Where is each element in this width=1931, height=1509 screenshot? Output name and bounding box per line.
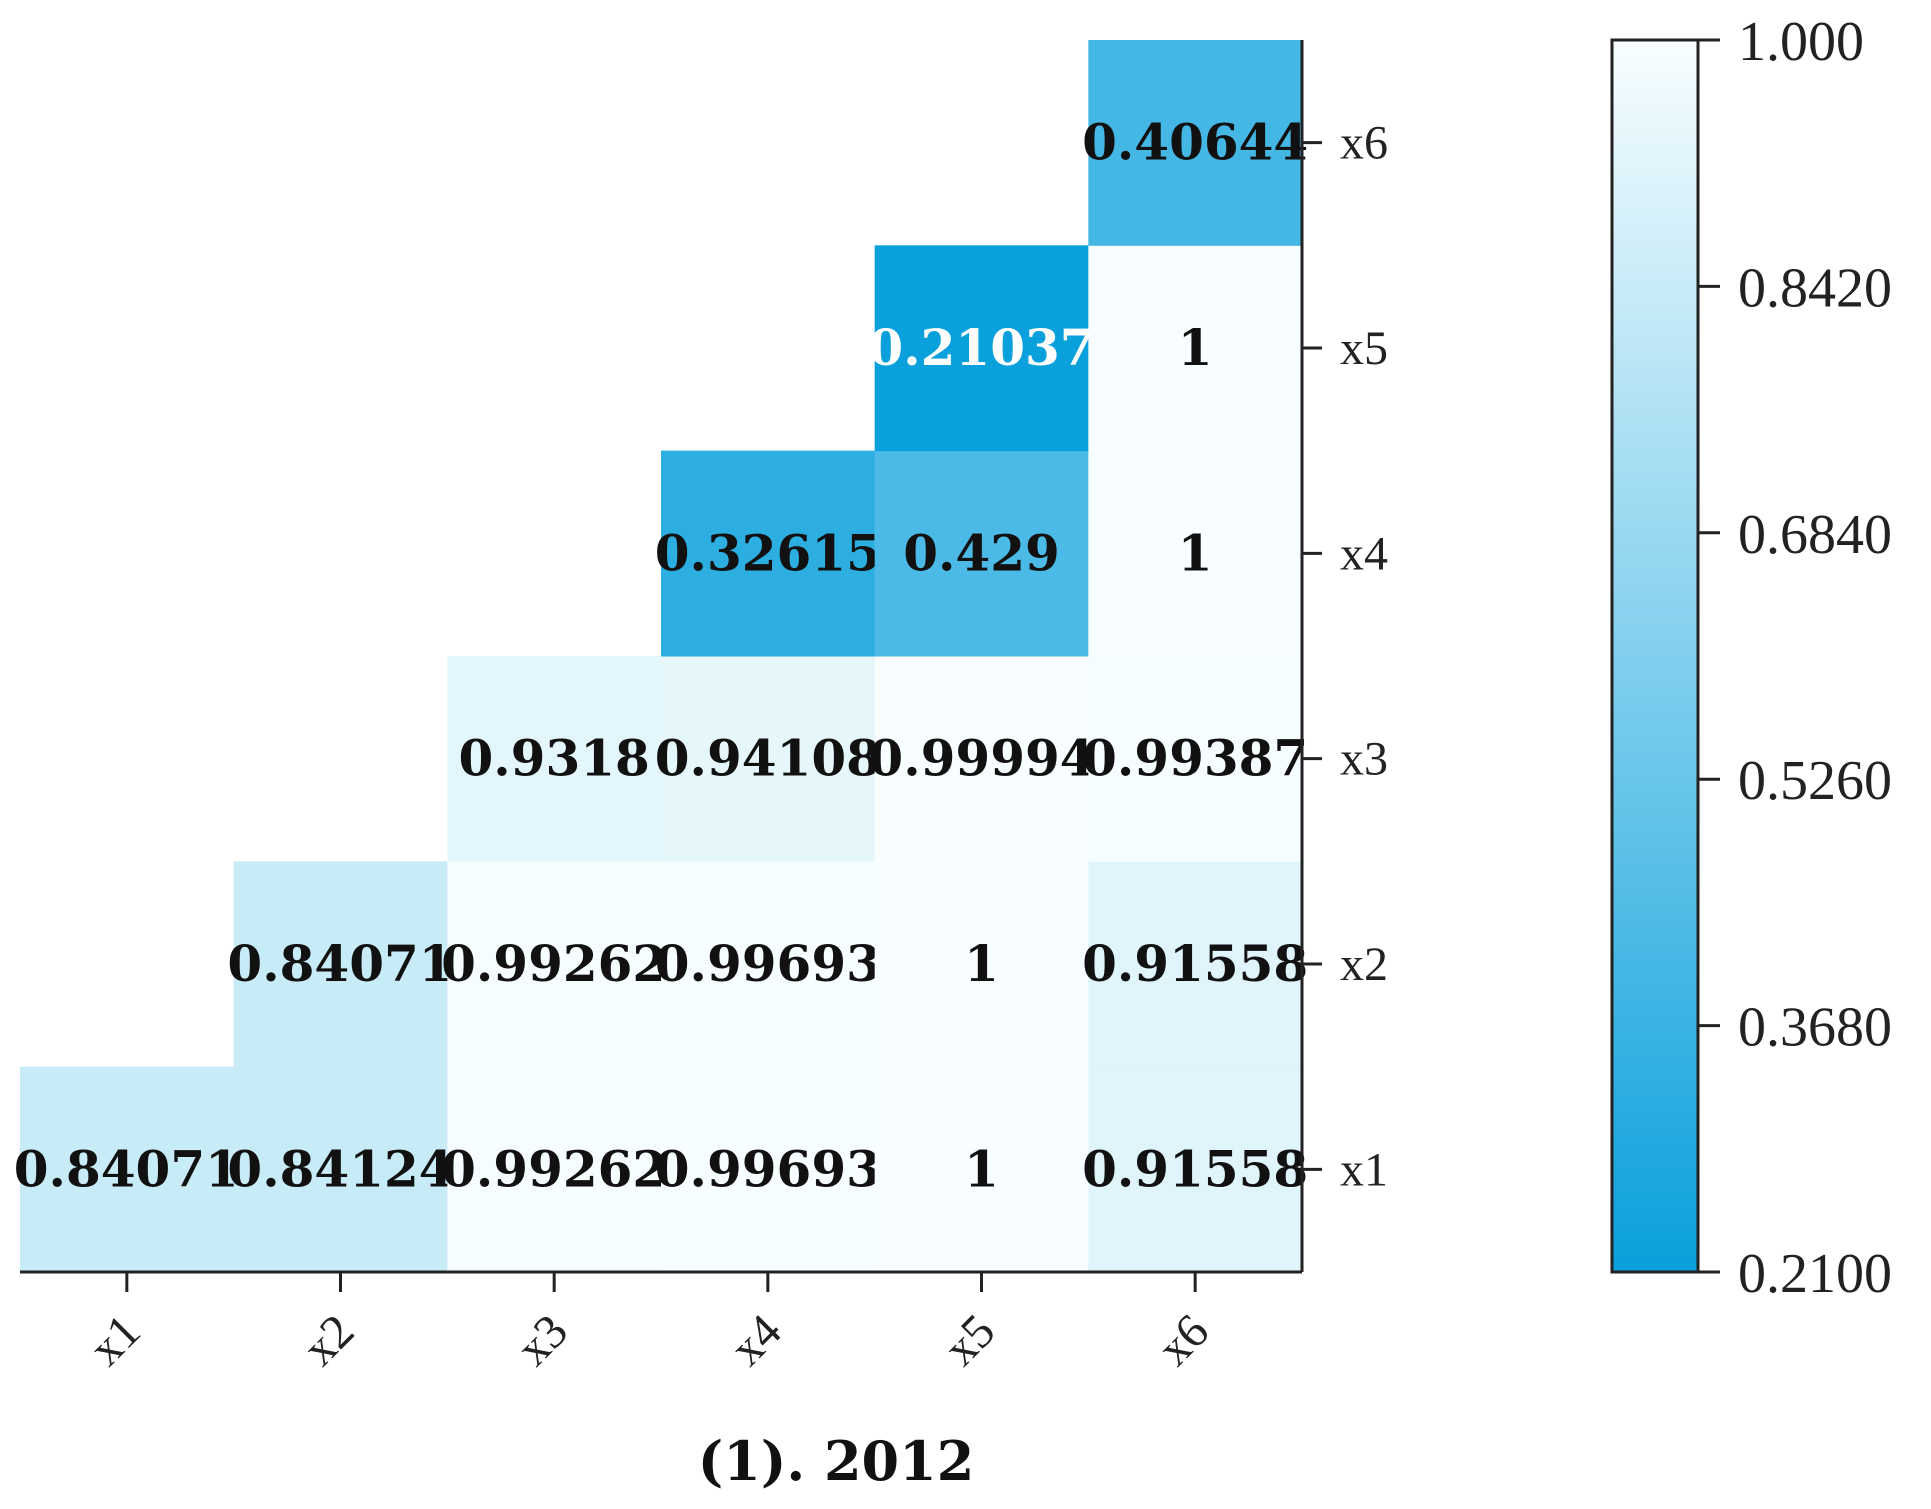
- heatmap-cell-label: 0.40644: [1082, 113, 1308, 172]
- heatmap-cell: 0.84124: [227, 1066, 454, 1273]
- heatmap-cell-rect: [874, 245, 1089, 452]
- heatmap-cell: 0.99262: [441, 1066, 667, 1273]
- heatmap-cell-rect: [661, 656, 876, 862]
- colorbar-tick-label: 0.2100: [1738, 1243, 1892, 1305]
- heatmap-cell-label: 1: [1178, 318, 1213, 377]
- heatmap-cell-rect: [661, 450, 876, 657]
- x-tick-label: x2: [293, 1304, 364, 1375]
- heatmap-cell: 1: [1088, 245, 1303, 452]
- heatmap-cell-rect: [661, 1066, 876, 1273]
- heatmap-cell-label: 0.84071: [227, 934, 453, 993]
- y-tick-label: x1: [1340, 1143, 1388, 1196]
- y-tick-label: x5: [1340, 322, 1388, 375]
- colorbar-gradient: [1610, 38, 1700, 1274]
- heatmap-cell-label: 0.99262: [441, 934, 667, 993]
- heatmap-cell-label: 0.91558: [1082, 1139, 1308, 1198]
- heatmap-cell: 1: [874, 1066, 1089, 1273]
- heatmap-cell-label: 0.84124: [227, 1139, 453, 1198]
- colorbar-tick-label: 0.5260: [1738, 750, 1892, 812]
- heatmap-cell-rect: [874, 656, 1089, 862]
- heatmap-cell-label: 0.99693: [655, 1139, 881, 1198]
- heatmap-cell: 0.99387: [1082, 656, 1308, 862]
- colorbar: 1.000 0.8420 0.6840 0.5260 0.3680 0.2100: [1610, 11, 1892, 1305]
- heatmap-cell: 0.99693: [655, 861, 881, 1068]
- chart-title: (1). 2012: [698, 1429, 975, 1493]
- colorbar-tick-label: 0.8420: [1738, 257, 1892, 319]
- heatmap-cell-rect: [233, 861, 448, 1068]
- colorbar-tick-label: 1.000: [1738, 11, 1864, 73]
- heatmap-cell-rect: [233, 1066, 448, 1273]
- heatmap-cell-label: 0.99387: [1082, 729, 1308, 788]
- heatmap-cell-label: 0.99262: [441, 1139, 667, 1198]
- heatmap-cell-rect: [1088, 656, 1303, 862]
- heatmap-cell: 0.84071: [227, 861, 454, 1068]
- heatmap-cell-rect: [447, 656, 662, 862]
- colorbar-tick-label: 0.6840: [1738, 504, 1892, 566]
- heatmap-cell: 0.429: [874, 450, 1089, 657]
- heatmap-cell-label: 0.32615: [655, 523, 881, 582]
- heatmap-cell-rect: [874, 1066, 1089, 1273]
- heatmap-cell-rect: [1088, 40, 1303, 246]
- heatmap-cell-rect: [1088, 245, 1303, 452]
- heatmap-cell: 1: [874, 861, 1089, 1068]
- x-tick-label: x3: [507, 1304, 578, 1375]
- heatmap-cell-label: 1: [964, 1139, 999, 1198]
- heatmap-cell-rect: [1088, 861, 1303, 1068]
- heatmap-cell: 0.99994: [868, 656, 1095, 862]
- heatmap-cell: 0.99262: [441, 861, 667, 1068]
- heatmap-cell-label: 0.429: [903, 523, 1060, 582]
- heatmap-cell: 0.84071: [14, 1066, 240, 1273]
- heatmap-cell-label: 0.9318: [458, 729, 649, 788]
- heatmap-cell: 0.91558: [1082, 1066, 1308, 1273]
- heatmap-cell: 0.21037: [868, 245, 1095, 452]
- y-tick-label: x6: [1340, 117, 1388, 170]
- x-tick-label: x4: [720, 1304, 791, 1375]
- heatmap-cell-rect: [20, 1066, 235, 1273]
- heatmap-cell: 1: [1088, 450, 1303, 657]
- heatmap-cell-label: 0.21037: [868, 318, 1094, 377]
- heatmap-cell-label: 0.91558: [1082, 934, 1308, 993]
- heatmap-cell: 0.40644: [1082, 40, 1308, 246]
- heatmap-cell-rect: [661, 861, 876, 1068]
- heatmap-cell-rect: [874, 450, 1089, 657]
- heatmap-cell-label: 1: [964, 934, 999, 993]
- heatmap-cell: 0.91558: [1082, 861, 1308, 1068]
- colorbar-tick-label: 0.3680: [1738, 997, 1892, 1059]
- y-tick-label: x4: [1340, 527, 1388, 580]
- heatmap-cell-rect: [1088, 450, 1303, 657]
- x-tick-label: x1: [79, 1304, 150, 1375]
- x-tick-label: x5: [934, 1304, 1005, 1375]
- heatmap-cell: 0.99693: [655, 1066, 881, 1273]
- heatmap-cell-rect: [447, 861, 662, 1068]
- heatmap-cell-label: 0.84071: [14, 1139, 240, 1198]
- heatmap-cell-rect: [447, 1066, 662, 1273]
- x-tick-label: x6: [1148, 1304, 1219, 1375]
- heatmap-cell-label: 1: [1178, 523, 1213, 582]
- heatmap-cell-label: 0.99693: [655, 934, 881, 993]
- heatmap-cell-rect: [874, 861, 1089, 1068]
- heatmap-cell-label: 0.94108: [655, 729, 881, 788]
- heatmap-cell-rect: [1088, 1066, 1303, 1273]
- heatmap-cell: 0.32615: [655, 450, 881, 657]
- heatmap-cell: 0.9318: [447, 656, 662, 862]
- heatmap-cell-label: 0.99994: [868, 729, 1094, 788]
- y-tick-label: x3: [1340, 733, 1388, 786]
- y-tick-label: x2: [1340, 938, 1388, 991]
- heatmap-cell: 0.94108: [655, 656, 881, 862]
